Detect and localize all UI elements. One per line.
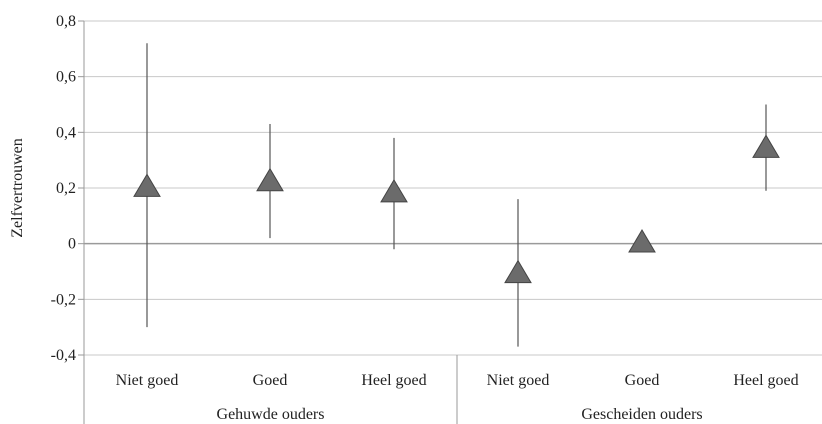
category-label: Goed xyxy=(625,372,660,389)
y-tick-label: 0,8 xyxy=(56,13,76,30)
data-markers xyxy=(133,134,780,284)
y-tick-label: 0,6 xyxy=(56,69,76,86)
y-tick-label: 0,4 xyxy=(56,124,76,141)
category-label: Niet goed xyxy=(487,372,550,389)
grid-lines xyxy=(84,20,822,356)
data-point-triangle xyxy=(380,178,408,203)
y-axis-label: Zelfvertrouwen xyxy=(9,138,26,238)
category-labels: Niet goed Goed Heel goed Niet goed Goed Heel … xyxy=(116,372,799,389)
category-label: Goed xyxy=(253,372,288,389)
data-point-triangle xyxy=(752,134,780,158)
error-bars xyxy=(146,43,767,347)
group-label: Gehuwde ouders xyxy=(217,406,325,423)
category-label: Heel goed xyxy=(733,372,798,389)
data-point-triangle xyxy=(628,229,656,253)
group-label: Gescheiden ouders xyxy=(581,406,702,423)
group-labels: Gehuwde ouders Gescheiden ouders xyxy=(217,406,703,423)
category-label: Heel goed xyxy=(361,372,426,389)
y-tick-label: 0 xyxy=(68,236,76,253)
y-tick-label: -0,2 xyxy=(51,291,76,308)
data-point-triangle xyxy=(133,173,161,197)
y-tick-label: 0,2 xyxy=(56,180,76,197)
category-label: Niet goed xyxy=(116,372,179,389)
y-tick-labels: -0,4 -0,2 0 0,2 0,4 0,6 0,8 xyxy=(51,13,76,364)
data-point-triangle xyxy=(504,259,532,284)
data-point-triangle xyxy=(256,167,284,192)
axes xyxy=(78,20,458,424)
y-tick-label: -0,4 xyxy=(51,347,76,364)
